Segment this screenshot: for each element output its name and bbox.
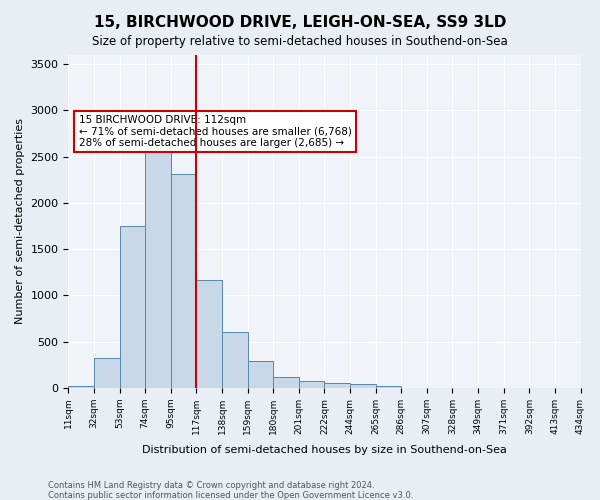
Y-axis label: Number of semi-detached properties: Number of semi-detached properties — [15, 118, 25, 324]
Bar — [171, 174, 196, 388]
Text: 15, BIRCHWOOD DRIVE, LEIGH-ON-SEA, SS9 3LD: 15, BIRCHWOOD DRIVE, LEIGH-ON-SEA, SS9 3… — [94, 15, 506, 30]
Bar — [325, 382, 350, 388]
Bar — [350, 384, 376, 388]
Bar — [94, 358, 119, 388]
Text: Contains HM Land Registry data © Crown copyright and database right 2024.: Contains HM Land Registry data © Crown c… — [48, 481, 374, 490]
Text: 15 BIRCHWOOD DRIVE: 112sqm
← 71% of semi-detached houses are smaller (6,768)
28%: 15 BIRCHWOOD DRIVE: 112sqm ← 71% of semi… — [79, 115, 352, 148]
X-axis label: Distribution of semi-detached houses by size in Southend-on-Sea: Distribution of semi-detached houses by … — [142, 445, 507, 455]
Text: Size of property relative to semi-detached houses in Southend-on-Sea: Size of property relative to semi-detach… — [92, 35, 508, 48]
Bar — [145, 118, 171, 388]
Bar — [196, 280, 222, 388]
Bar — [299, 381, 325, 388]
Bar — [376, 386, 401, 388]
Bar — [273, 376, 299, 388]
Bar — [248, 360, 273, 388]
Bar — [222, 332, 248, 388]
Bar — [68, 386, 94, 388]
Text: Contains public sector information licensed under the Open Government Licence v3: Contains public sector information licen… — [48, 491, 413, 500]
Bar — [119, 226, 145, 388]
